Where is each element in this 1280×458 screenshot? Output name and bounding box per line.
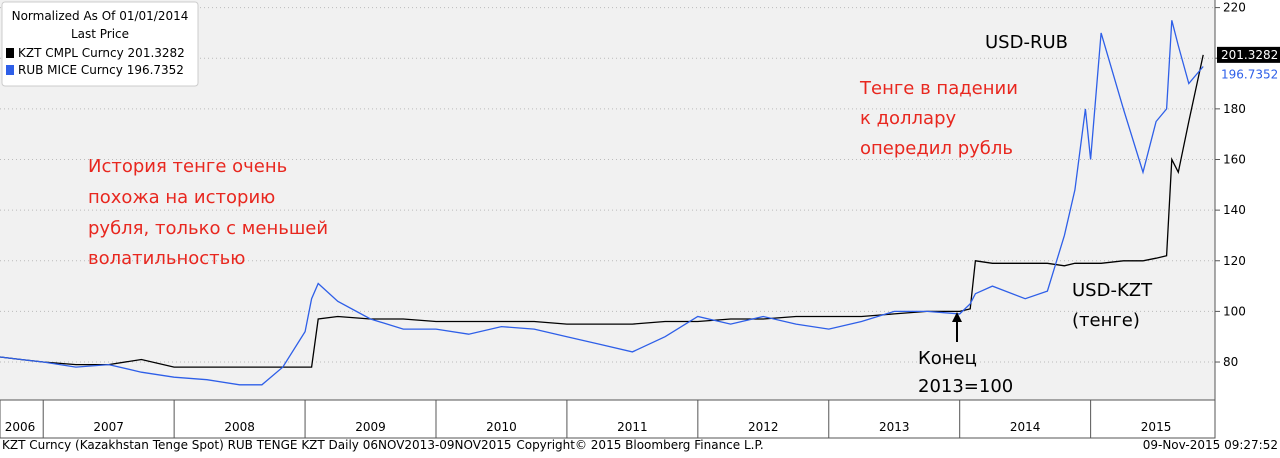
y-tick-label: 180 — [1223, 102, 1246, 116]
x-tick-label: 2015 — [1141, 420, 1172, 434]
x-tick-label: 2008 — [224, 420, 255, 434]
annotation-line: Конец — [918, 348, 977, 369]
legend-label: KZT CMPL Curncy — [18, 46, 124, 60]
annotation-line: похожа на историю — [88, 187, 275, 208]
annotation-line: волатильностью — [88, 248, 245, 269]
annotation-line: USD-KZT — [1072, 280, 1153, 301]
annotation: Тенге в падении к доллару опередил рубль — [859, 78, 1024, 159]
footer-right: 09-Nov-2015 09:27:52 — [1143, 438, 1278, 452]
plot-area — [0, 0, 1215, 400]
legend-value: 201.3282 — [128, 46, 185, 60]
x-tick-label: 2012 — [748, 420, 779, 434]
last-value-tag — [1217, 66, 1280, 83]
x-tick-label: 2011 — [617, 420, 648, 434]
annotation: История тенге очень похожа на историю ру… — [88, 156, 334, 269]
legend-title: Normalized As Of 01/01/2014 — [12, 9, 189, 23]
annotation-line: USD-RUB — [985, 32, 1068, 53]
x-tick-label: 2010 — [486, 420, 517, 434]
legend-entry: RUB MICE Curncy 196.7352 — [18, 63, 184, 77]
y-tick-label: 220 — [1223, 1, 1246, 15]
annotation-line: опередил рубль — [860, 138, 1013, 159]
legend-entry: KZT CMPL Curncy 201.3282 — [18, 46, 185, 60]
x-tick-label: 2006 — [5, 420, 36, 434]
annotation-line: (тенге) — [1072, 310, 1140, 331]
x-tick-label: 2009 — [355, 420, 386, 434]
legend-value: 196.7352 — [127, 63, 184, 77]
x-tick-label: 2007 — [93, 420, 124, 434]
lines — [0, 20, 1204, 386]
annotation-line: 2013=100 — [918, 376, 1013, 397]
annotation: Конец 2013=100 — [918, 348, 1013, 397]
series-line — [0, 20, 1204, 386]
legend-box — [1, 1, 199, 87]
annotation-line: История тенге очень — [88, 156, 287, 177]
y-tick-label: 80 — [1223, 355, 1238, 369]
x-axis-band — [0, 399, 1216, 439]
footer-left: KZT Curncy (Kazakhstan Tenge Spot) RUB T… — [2, 438, 512, 452]
legend-swatch — [6, 48, 14, 58]
last-value-tag — [1217, 46, 1280, 63]
x-tick-label: 2013 — [879, 420, 910, 434]
legend-subtitle: Last Price — [71, 27, 129, 41]
annotation-line: к доллару — [860, 108, 957, 129]
y-tick-label: 120 — [1223, 254, 1246, 268]
legend-label: RUB MICE Curncy — [18, 63, 123, 77]
x-tick-label: 2014 — [1010, 420, 1041, 434]
last-value-label: 196.7352 — [1221, 67, 1278, 81]
annotation-line: рубля, только с меньшей — [88, 218, 328, 239]
annotation: USD-RUB — [985, 32, 1068, 53]
legend-swatch — [6, 65, 14, 75]
footer-center: Copyright© 2015 Bloomberg Finance L.P. — [516, 438, 763, 452]
y-tick-label: 100 — [1223, 304, 1246, 318]
annotation-line: Тенге в падении — [859, 78, 1018, 99]
annotation: USD-KZT (тенге) — [1072, 280, 1158, 331]
annotation-arrowhead — [952, 312, 962, 322]
y-tick-label: 140 — [1223, 203, 1246, 217]
y-tick-label: 160 — [1223, 152, 1246, 166]
grid — [0, 7, 1215, 363]
last-value-label: 201.3282 — [1221, 48, 1278, 62]
